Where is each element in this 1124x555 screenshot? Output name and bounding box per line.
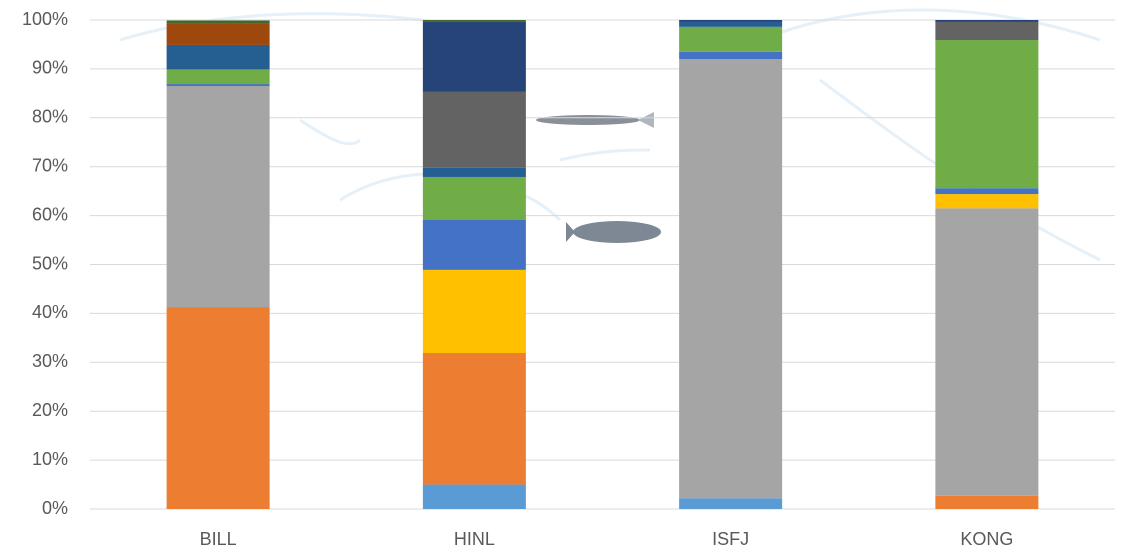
bar-segment (422, 269, 526, 354)
bar-segment (166, 44, 270, 70)
y-tick-label: 70% (32, 155, 68, 175)
y-tick-label: 0% (42, 498, 68, 518)
y-tick-label: 40% (32, 302, 68, 322)
bar-segment (422, 91, 526, 168)
bar-segment (935, 188, 1039, 195)
x-tick-label: BILL (200, 529, 237, 549)
bar-segment (166, 20, 270, 24)
fish-decoration (536, 112, 661, 243)
bar-segment (422, 167, 526, 177)
bar-segment (935, 20, 1039, 22)
bar-segment (422, 484, 526, 509)
y-tick-label: 80% (32, 107, 68, 127)
bar-segment (679, 21, 783, 27)
bar-segment (166, 86, 270, 308)
bar-segment (935, 208, 1039, 496)
bar-segment (935, 40, 1039, 189)
y-tick-label: 100% (22, 9, 68, 29)
bar-segment (422, 220, 526, 270)
bar-segment (935, 194, 1039, 209)
bar-segment (422, 20, 526, 22)
y-tick-label: 50% (32, 253, 68, 273)
y-tick-label: 10% (32, 449, 68, 469)
y-tick-label: 90% (32, 58, 68, 78)
bar-segment (679, 26, 783, 52)
bar-segment (935, 21, 1039, 41)
x-tick-label: KONG (960, 529, 1013, 549)
bar-segment (679, 51, 783, 60)
bar-segment (935, 495, 1039, 509)
bar-segment (679, 20, 783, 22)
x-tick-label: HINL (454, 529, 495, 549)
bar-segment (679, 59, 783, 499)
y-tick-label: 20% (32, 400, 68, 420)
bar-segment (422, 353, 526, 485)
bar-segment (422, 176, 526, 221)
bar-segment (166, 23, 270, 45)
bar-segment (166, 307, 270, 509)
bar-segment (422, 21, 526, 92)
y-tick-label: 30% (32, 351, 68, 371)
bar-segment (166, 84, 270, 87)
y-tick-label: 60% (32, 204, 68, 224)
bar-segment (166, 69, 270, 85)
x-tick-label: ISFJ (712, 529, 749, 549)
bar-segment (679, 498, 783, 509)
